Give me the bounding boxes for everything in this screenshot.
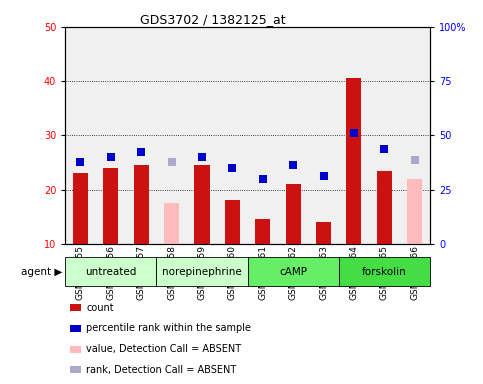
Text: untreated: untreated — [85, 266, 137, 277]
Point — [76, 159, 84, 166]
Bar — [346, 78, 361, 244]
Text: norepinephrine: norepinephrine — [162, 266, 242, 277]
Bar — [194, 165, 210, 244]
Bar — [164, 203, 179, 244]
Bar — [134, 165, 149, 244]
Bar — [407, 179, 422, 244]
Text: count: count — [86, 303, 114, 313]
Bar — [377, 170, 392, 244]
Point — [259, 176, 267, 182]
Point — [168, 159, 175, 166]
Point — [381, 146, 388, 152]
Text: forskolin: forskolin — [362, 266, 407, 277]
Point — [411, 157, 419, 163]
Bar — [255, 219, 270, 244]
Bar — [248, 257, 339, 286]
Bar — [156, 257, 248, 286]
Point — [320, 173, 327, 179]
Bar — [103, 168, 118, 244]
Text: agent ▶: agent ▶ — [21, 266, 63, 277]
Point — [107, 154, 114, 160]
Bar — [339, 257, 430, 286]
Bar — [73, 173, 88, 244]
Text: GDS3702 / 1382125_at: GDS3702 / 1382125_at — [140, 13, 285, 26]
Bar — [285, 184, 301, 244]
Point — [198, 154, 206, 160]
Bar — [225, 200, 240, 244]
Bar — [65, 257, 156, 286]
Text: percentile rank within the sample: percentile rank within the sample — [86, 323, 252, 333]
Point — [137, 149, 145, 155]
Point — [350, 129, 358, 136]
Text: value, Detection Call = ABSENT: value, Detection Call = ABSENT — [86, 344, 242, 354]
Text: rank, Detection Call = ABSENT: rank, Detection Call = ABSENT — [86, 365, 237, 375]
Bar — [316, 222, 331, 244]
Point — [289, 162, 297, 168]
Point — [228, 165, 236, 171]
Text: cAMP: cAMP — [279, 266, 307, 277]
